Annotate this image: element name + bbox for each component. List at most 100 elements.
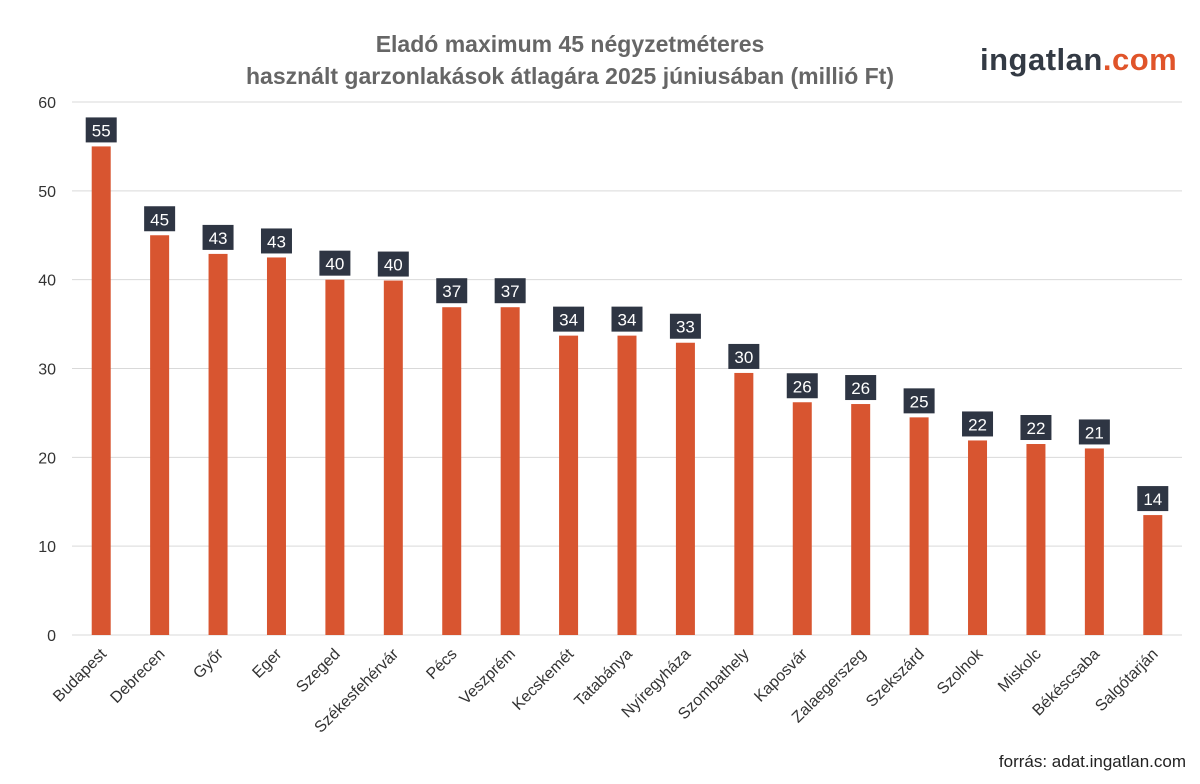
- data-label-text: 40: [384, 256, 403, 275]
- x-tick-label: Budapest: [50, 645, 110, 705]
- data-label-text: 21: [1085, 423, 1104, 442]
- bar-Szekszárd: [909, 417, 929, 635]
- x-tick-label: Eger: [249, 645, 285, 681]
- data-label: 43: [202, 224, 234, 250]
- data-label-box: [1020, 415, 1052, 441]
- bar-Kecskemét: [559, 335, 579, 635]
- data-label: 30: [728, 343, 760, 369]
- data-label-text: 25: [910, 392, 929, 411]
- data-label-text: 22: [968, 415, 987, 434]
- data-label-box: [202, 224, 234, 250]
- bar-Budapest: [91, 146, 111, 635]
- data-label: 26: [786, 373, 818, 399]
- ingatlan-logo: ingatlan.com: [980, 42, 1177, 78]
- data-label-box: [845, 375, 877, 401]
- data-labels: 55 45 43 43 40 40 37 37 34 34 33 30 26 26 25 22 22 21 14: [85, 117, 1169, 512]
- data-label-text: 45: [150, 210, 169, 229]
- bar-Zalaegerszeg: [851, 404, 871, 635]
- data-label: 26: [845, 375, 877, 401]
- data-label-text: 26: [793, 377, 812, 396]
- data-label: 34: [611, 306, 643, 332]
- x-tick-label: Kaposvár: [751, 645, 811, 705]
- data-label-box: [85, 117, 117, 143]
- data-label: 37: [436, 278, 468, 304]
- bar-Debrecen: [150, 235, 170, 635]
- data-label-text: 43: [209, 229, 228, 248]
- y-tick-label: 60: [38, 95, 56, 112]
- y-axis-ticks: 0 10 20 30 40 50 60: [38, 95, 56, 645]
- logo-text-ingatlan: ingatlan: [980, 42, 1103, 77]
- data-label-box: [494, 278, 526, 304]
- bar-Békéscsaba: [1084, 448, 1104, 635]
- y-tick-label: 40: [38, 273, 56, 290]
- data-label-text: 40: [325, 255, 344, 274]
- bars: [91, 146, 1163, 635]
- data-label: 22: [1020, 415, 1052, 441]
- data-label: 14: [1137, 486, 1169, 512]
- data-label: 40: [319, 250, 351, 276]
- data-label-box: [611, 306, 643, 332]
- data-label-text: 34: [618, 311, 637, 330]
- data-label-text: 33: [676, 318, 695, 337]
- y-tick-label: 30: [38, 362, 56, 379]
- data-label-box: [903, 388, 935, 414]
- x-tick-label: Győr: [190, 645, 227, 682]
- y-tick-label: 0: [47, 628, 56, 645]
- data-label-text: 55: [92, 121, 111, 140]
- y-tick-label: 50: [38, 184, 56, 201]
- y-tick-label: 10: [38, 539, 56, 556]
- data-label-text: 34: [559, 311, 578, 330]
- data-label-box: [436, 278, 468, 304]
- source-note: forrás: adat.ingatlan.com: [998, 752, 1186, 771]
- data-label: 22: [962, 411, 994, 437]
- logo-text-com: .com: [1102, 42, 1178, 77]
- x-tick-label: Pécs: [423, 646, 460, 683]
- data-label-text: 37: [501, 282, 520, 301]
- data-label-box: [786, 373, 818, 399]
- bar-Szolnok: [968, 440, 988, 635]
- y-tick-label: 20: [38, 450, 56, 467]
- data-label: 55: [85, 117, 117, 143]
- bar-Miskolc: [1026, 444, 1046, 635]
- x-tick-label: Debrecen: [107, 646, 168, 707]
- data-label-box: [1137, 486, 1169, 512]
- data-label-text: 30: [734, 348, 753, 367]
- chart-title: Eladó maximum 45 négyzetméteres használt…: [190, 28, 950, 92]
- bar-Eger: [266, 257, 286, 635]
- data-label-text: 22: [1026, 419, 1045, 438]
- x-tick-label: Miskolc: [995, 646, 1045, 696]
- data-label-box: [319, 250, 351, 276]
- data-label-box: [669, 313, 701, 339]
- data-label-text: 26: [851, 379, 870, 398]
- data-label-box: [553, 306, 585, 332]
- bar-Szeged: [325, 279, 345, 635]
- data-label-text: 37: [442, 282, 461, 301]
- data-label: 21: [1078, 419, 1110, 445]
- data-label-box: [1078, 419, 1110, 445]
- x-tick-label: Salgótarján: [1092, 646, 1161, 715]
- data-label-box: [728, 343, 760, 369]
- data-label: 45: [144, 206, 176, 232]
- bar-Székesfehérvár: [383, 280, 403, 635]
- x-tick-label: Szeged: [293, 646, 343, 696]
- chart-title-line2: használt garzonlakások átlagára 2025 jún…: [245, 63, 895, 89]
- chart-title-line1: Eladó maximum 45 négyzetméteres: [375, 31, 765, 57]
- bar-Tatabánya: [617, 335, 637, 635]
- data-label-text: 43: [267, 232, 286, 251]
- data-label-box: [962, 411, 994, 437]
- x-tick-label: Szekszárd: [863, 646, 928, 711]
- data-label: 34: [553, 306, 585, 332]
- data-label-text: 14: [1143, 490, 1162, 509]
- data-label: 37: [494, 278, 526, 304]
- data-label-box: [377, 251, 409, 277]
- data-label: 25: [903, 388, 935, 414]
- bar-Pécs: [442, 307, 462, 635]
- data-label: 33: [669, 313, 701, 339]
- data-label-box: [260, 228, 292, 254]
- x-tick-label: Szolnok: [934, 645, 987, 698]
- data-label: 43: [260, 228, 292, 254]
- bar-Veszprém: [500, 307, 520, 635]
- data-label: 40: [377, 251, 409, 277]
